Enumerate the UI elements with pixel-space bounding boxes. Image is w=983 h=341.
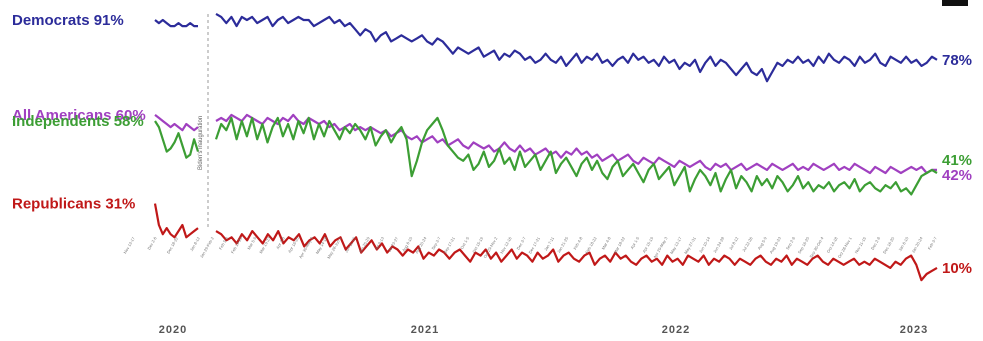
series-line-republicans-post (215, 230, 938, 282)
x-tick-label: Dec 18-22 (166, 235, 180, 254)
x-tick-label: Feb 18-22 (584, 235, 598, 254)
x-tick-label: Mar 19-23 (258, 235, 272, 254)
x-tick-label: Jun 24-28 (712, 235, 726, 254)
x-tick-label: Apr 2-6 (275, 235, 286, 250)
series-line-republicans-pre (153, 203, 199, 239)
start-value-democrats: 91% (94, 12, 124, 29)
series-lines (153, 12, 938, 282)
year-label-2020: 2020 (159, 324, 187, 336)
end-value-all-americans: 42% (942, 167, 972, 184)
x-tick-label: Oct 15-19 (471, 235, 485, 253)
start-value-republicans: 31% (105, 196, 135, 213)
x-tick-label: Jul 9-13 (374, 235, 386, 250)
x-tick-label: Aug 5-9 (756, 235, 768, 250)
x-tick-label: Feb 4-8 (572, 235, 584, 250)
x-tick-label: Mar 5-9 (246, 235, 258, 250)
series-line-democrats-pre (154, 18, 198, 28)
x-tick-label: Jan 21-25 (556, 235, 570, 254)
series-line-independents-pre (154, 120, 200, 159)
start-value-all-americans: 60% (116, 107, 146, 124)
x-tick-label: Oct 29-Nov 2 (482, 235, 499, 259)
x-tick-label: Oct 1-5 (459, 235, 470, 250)
x-tick-label: Nov 13-17 (122, 235, 136, 254)
x-tick-label: Mar 18-22 (613, 235, 627, 254)
series-line-democrats-post (215, 12, 938, 83)
x-tick-label: May 28-Jun 1 (326, 235, 343, 259)
series-name-republicans: Republicans 31% (12, 196, 135, 213)
x-tick-label: Jan 8-12 (189, 235, 202, 252)
x-tick-label: Sep 3-7 (430, 235, 442, 250)
year-axis: 2020 2021 2022 2023 (159, 324, 928, 336)
series-labels: Democrats 91% 78% All Americans 60% 42% Inde… (12, 12, 972, 277)
x-tick-label: Feb 5-9 (218, 235, 230, 250)
x-tick-label: Apr 15-19 (641, 235, 655, 253)
x-tick-label: Jan 20-24 (910, 235, 924, 254)
x-tick-label: Dec 2-6 (870, 235, 882, 250)
year-label-2021: 2021 (411, 324, 439, 336)
year-label-2022: 2022 (662, 324, 690, 336)
x-tick-label: Jun 11-15 (344, 235, 357, 253)
x-tick-label: May 27-31 (683, 235, 697, 255)
x-tick-label: Oct 28-Nov 1 (837, 235, 854, 259)
series-line-all-americans-post (215, 113, 937, 175)
inauguration-note: Biden's inauguration (198, 116, 204, 170)
end-value-democrats: 78% (942, 52, 972, 69)
x-tick-label: Jan 29-Feb 2 (199, 235, 216, 259)
series-line-all-americans-pre (154, 114, 199, 132)
year-label-2023: 2023 (900, 324, 928, 336)
series-name-democrats: Democrats 91% (12, 12, 124, 29)
x-tick-label: Dec 17-21 (527, 235, 541, 254)
x-tick-label: Dec 3-7 (515, 235, 527, 250)
x-tick-label: Sep 16-20 (797, 235, 811, 254)
x-tick-label: Apr 1-5 (629, 235, 640, 250)
series-line-independents-post (214, 116, 938, 196)
x-tick-label: Oct 14-18 (826, 235, 840, 253)
x-tick-label: Nov 11-15 (854, 235, 868, 254)
x-tick-label: Jun 10-14 (698, 235, 712, 254)
x-tick-label: Jul 22-26 (741, 235, 754, 252)
series-name-all-americans: All Americans 60% (12, 107, 146, 124)
x-tick-label: Dec 2-6 (146, 235, 158, 250)
end-value-republicans: 10% (942, 260, 972, 277)
x-tick-label: Jul 8-12 (728, 235, 740, 250)
corner-logo (942, 0, 968, 6)
end-value-independents: 41% (942, 152, 972, 169)
x-tick-label: May 13-17 (669, 235, 683, 255)
series-name-independents: Independents 58% (12, 113, 144, 130)
start-value-independents: 58% (114, 113, 144, 130)
x-tick-label: Mar 4-8 (601, 235, 613, 250)
x-tick-label: Aug 19-23 (768, 235, 782, 254)
x-tick-label: Sep 2-6 (785, 235, 797, 250)
x-tick-label: Dec 16-20 (882, 235, 896, 254)
x-tick-label: Jan 6-10 (897, 235, 910, 252)
x-tick-label: Feb 3-7 (927, 235, 939, 250)
